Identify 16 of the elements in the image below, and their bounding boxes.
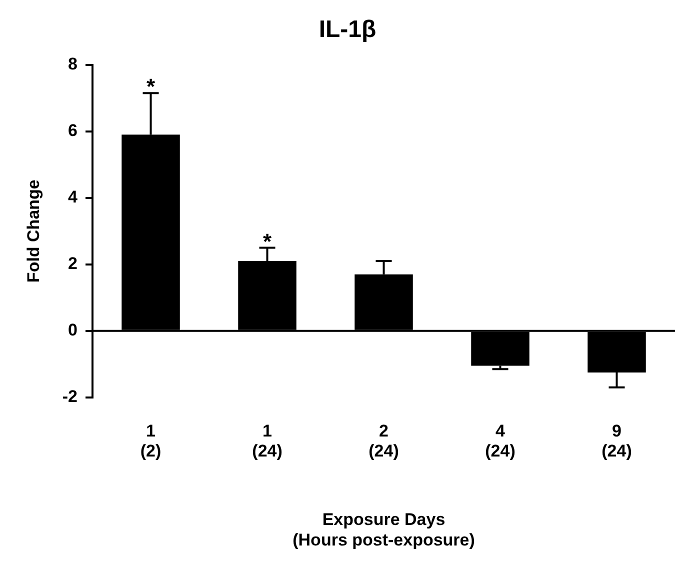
y-tick-label: 0 — [68, 320, 78, 340]
y-tick-label: 4 — [68, 188, 78, 207]
y-axis-title: Fold Change — [24, 180, 43, 283]
y-tick-label: 2 — [68, 254, 78, 274]
x-tick-label: 9 (24) — [602, 421, 632, 461]
x-tick-label: 1 (2) — [140, 421, 162, 461]
x-axis-title: Exposure Days (Hours post-exposure) — [292, 510, 475, 550]
annotation: * — [146, 74, 156, 100]
y-tick-label: 8 — [68, 54, 78, 74]
y-tick-label: -2 — [62, 387, 78, 406]
annotation: * — [262, 228, 272, 254]
chart-title: IL-1β — [318, 16, 376, 44]
x-tick-label: 2 (24) — [368, 421, 399, 461]
y-tick-label: 6 — [68, 121, 78, 140]
x-tick-label: 4 (24) — [485, 421, 516, 461]
x-tick-label: 1 (24) — [252, 421, 282, 461]
